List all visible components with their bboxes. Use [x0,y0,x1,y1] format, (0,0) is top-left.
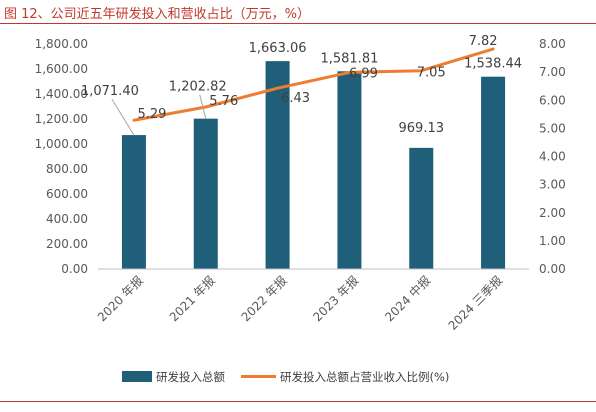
x-tick-label: 2024 中报 [381,273,433,325]
bar [193,118,218,270]
line-series [132,47,495,122]
x-tick-label: 2022 年报 [238,273,290,325]
y-left-tick-label: 0.00 [61,262,88,276]
bar-label-leader [199,94,207,119]
figure-title: 图 12、公司近五年研发投入和营收占比（万元，%） [4,7,311,22]
y-left-tick-label: 1,400.00 [35,87,88,101]
y-right-tick-label: 1.00 [539,234,566,248]
y-left-tick-label: 1,200.00 [35,112,88,126]
x-tick-label: 2020 年报 [94,273,146,325]
line-value-label: 7.05 [417,66,446,81]
bar-value-label: 1,663.06 [249,41,307,56]
y-left-tick-label: 800.00 [46,162,88,176]
bar [481,76,506,269]
line-value-label: 6.99 [349,66,378,81]
y-left-tick-label: 1,000.00 [35,137,88,151]
y-left-tick-label: 1,800.00 [35,37,88,51]
line-value-label: 7.82 [469,34,498,49]
legend-label-line: 研发投入总额占营业收入比例(%) [280,370,449,384]
x-axis: 2020 年报 2021 年报 2022 年报 2023 年报 2024 中报 2024 … [94,268,529,333]
legend-swatch-bar [122,371,152,382]
series-line [132,47,495,122]
data-labels: 1,071.40 1,202.82 1,663.06 1,581.81 969.13 1,… [81,34,522,136]
bar-value-label: 969.13 [399,121,445,136]
bar [265,61,290,270]
bar-series [121,61,506,270]
y-left-tick-label: 600.00 [46,187,88,201]
bar-value-label: 1,538.44 [464,57,522,72]
line-value-label: 5.76 [209,94,238,109]
y-right-tick-label: 3.00 [539,178,566,192]
line-value-label: 6.43 [281,91,310,106]
bar-value-label: 1,581.81 [320,51,378,66]
y-right-tick-label: 2.00 [539,206,566,220]
bar [337,71,362,270]
bar-label-leader [111,98,135,136]
y-right-tick-label: 5.00 [539,121,566,135]
top-rule [0,23,596,24]
line-value-label: 5.29 [137,107,166,122]
bar [409,147,434,269]
y-left-tick-label: 1,600.00 [35,62,88,76]
y-right-tick-label: 7.00 [539,65,566,79]
x-tick-label: 2024 三季报 [445,273,505,333]
bar-value-label: 1,071.40 [81,84,139,99]
x-tick-label: 2021 年报 [166,273,218,325]
y-left-tick-label: 400.00 [46,212,88,226]
y-left-tick-label: 200.00 [46,237,88,251]
y-axis-right: 0.00 1.00 2.00 3.00 4.00 5.00 6.00 7.00 8.00 [539,37,566,276]
bar [121,135,146,269]
legend-label-bar: 研发投入总额 [156,370,225,384]
bottom-rule [0,401,596,402]
y-right-tick-label: 4.00 [539,150,566,164]
y-right-tick-label: 8.00 [539,37,566,51]
x-tick-label: 2023 年报 [310,273,362,325]
y-right-tick-label: 0.00 [539,262,566,276]
y-axis-left: 0.00 200.00 400.00 600.00 800.00 1,000.00 1,20… [35,37,88,276]
legend: 研发投入总额 研发投入总额占营业收入比例(%) [122,370,449,384]
bar-value-label: 1,202.82 [169,80,227,95]
y-right-tick-label: 6.00 [539,93,566,107]
